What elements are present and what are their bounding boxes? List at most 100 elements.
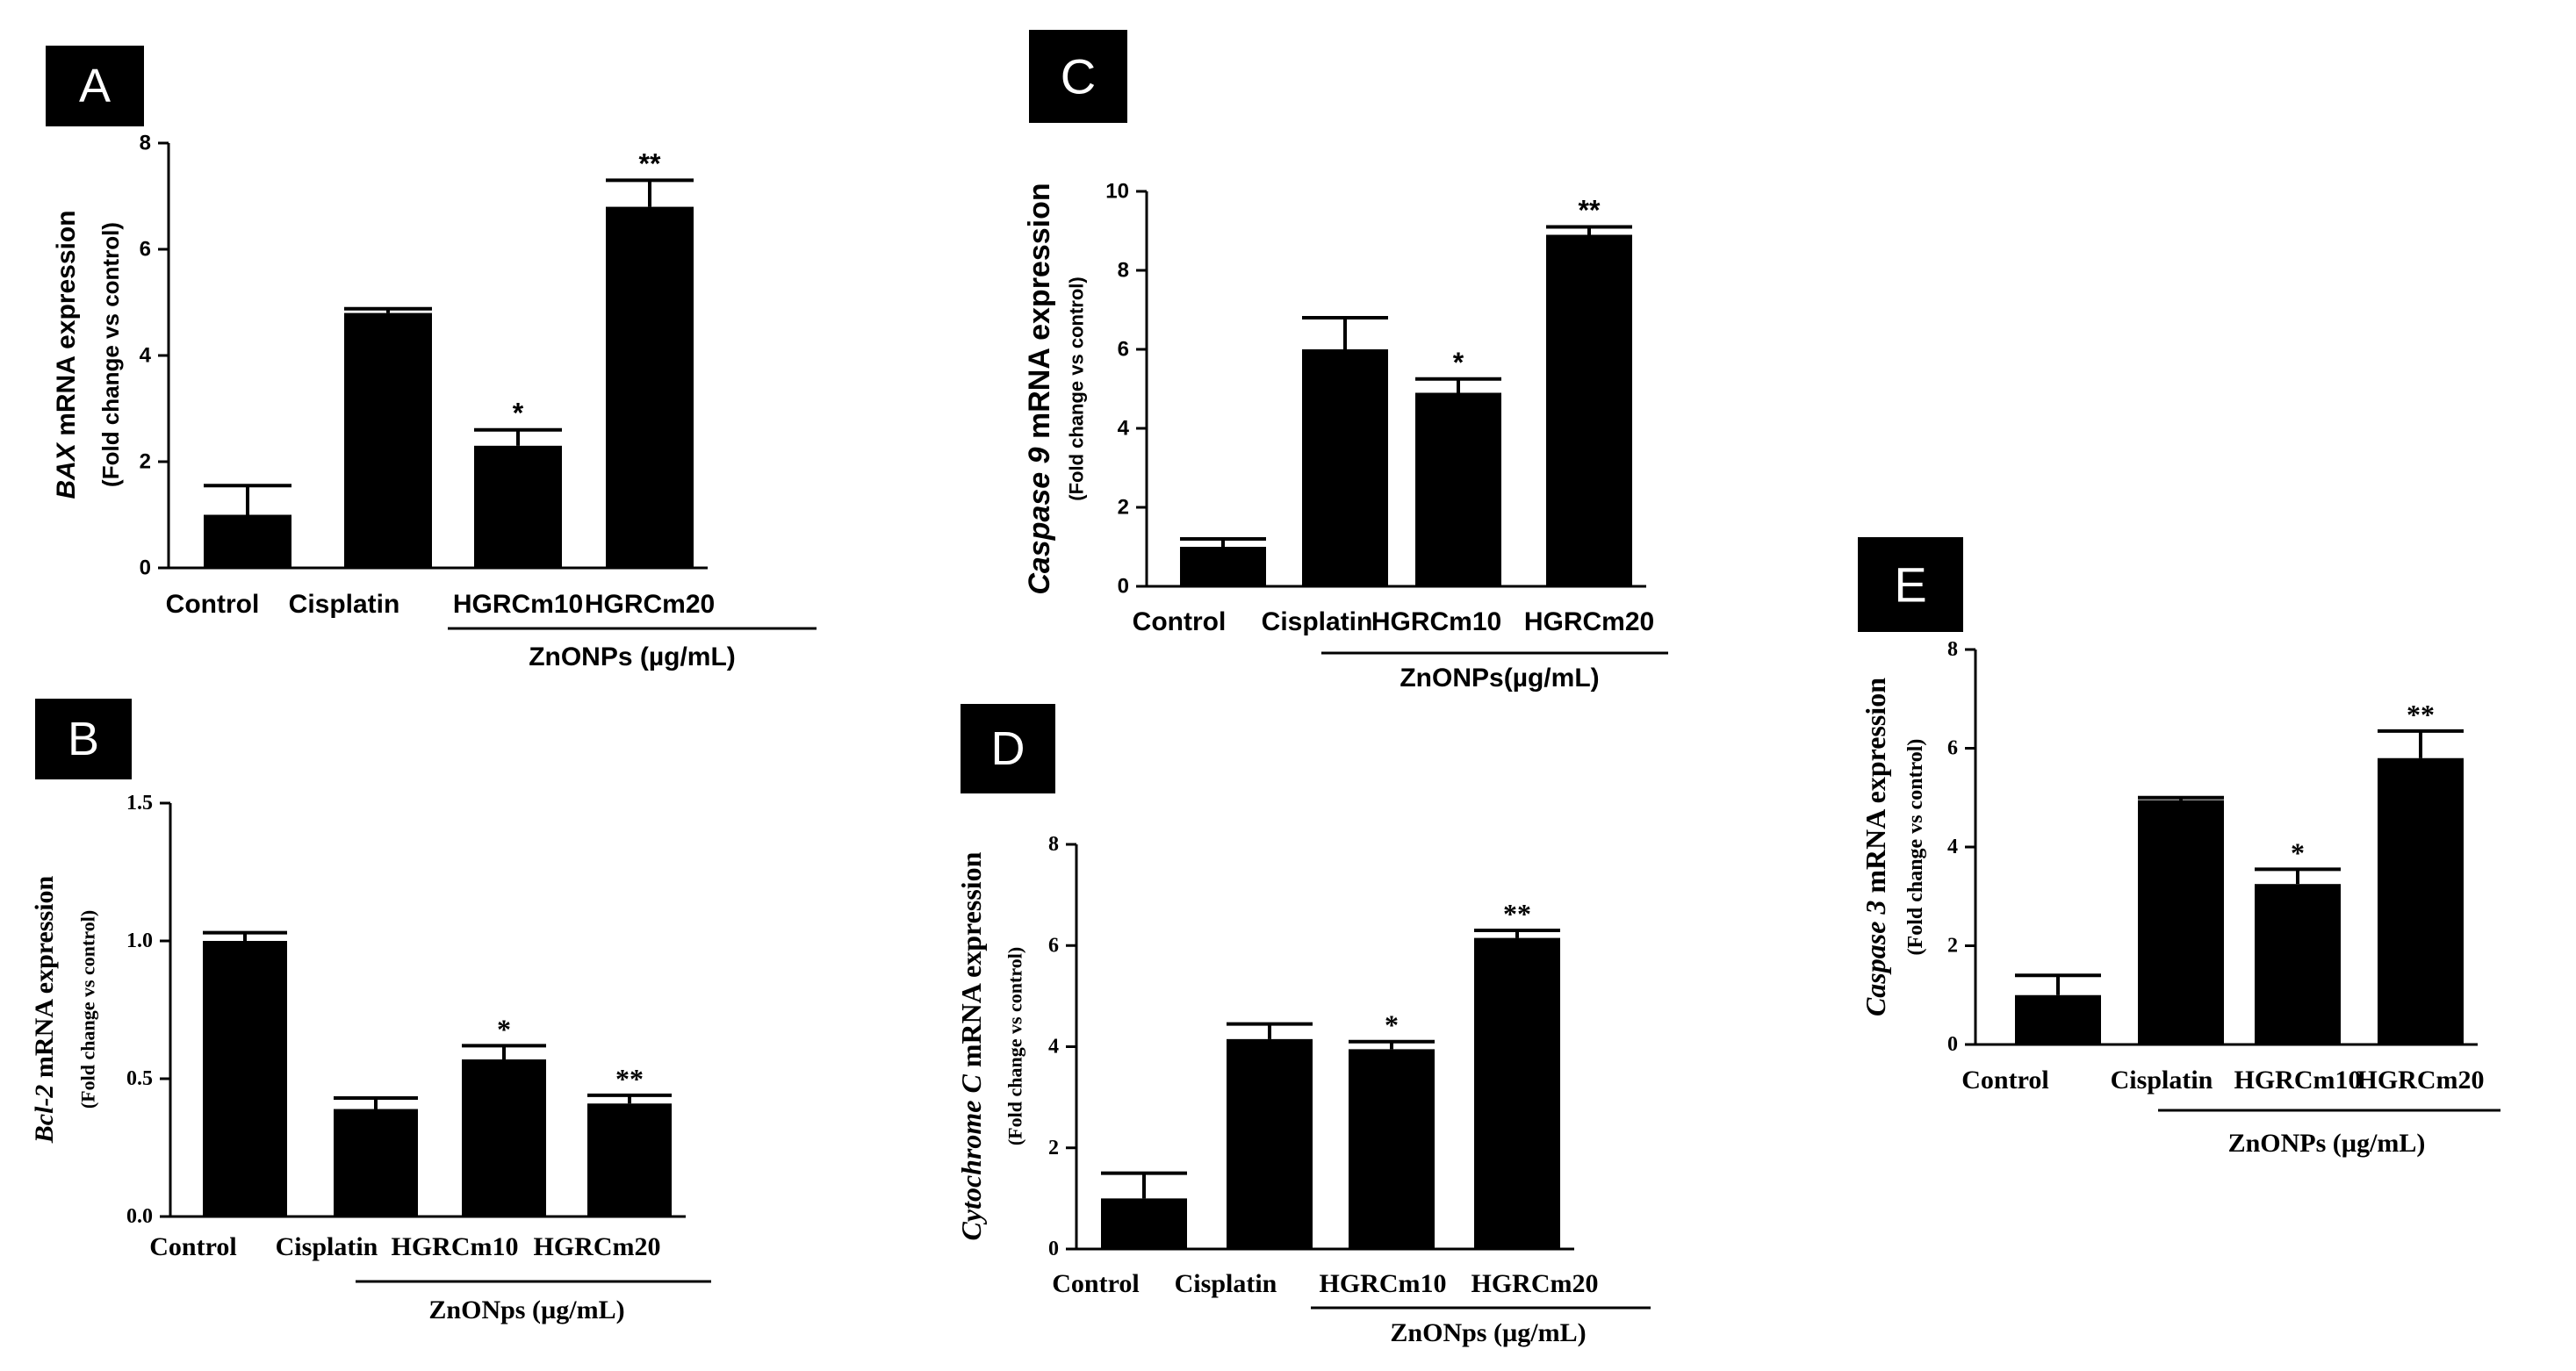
y-axis-label-e: Caspase 3 mRNA expression (1860, 678, 1891, 1016)
bar-b-0 (203, 941, 287, 1217)
y-axis-label-d: Cytochrome C mRNA expression (955, 851, 987, 1240)
panel-label-c: C (1061, 49, 1096, 104)
y-tick-label-c-4: 8 (1118, 259, 1129, 283)
category-label-d-1: Cisplatin (1175, 1269, 1277, 1298)
y-axis-label-text-d: mRNA expression (955, 851, 987, 1074)
y-axis-label-text-e: mRNA expression (1860, 678, 1891, 901)
panel-label-a: A (79, 60, 111, 112)
significance-d-3: ** (1503, 898, 1531, 930)
y-tick-label-e-0: 0 (1947, 1033, 1958, 1056)
y-axis-sublabel-e: (Fold change vs control) (1904, 739, 1927, 956)
category-label-c-1: Cisplatin (1262, 607, 1373, 636)
bar-e-2 (2255, 884, 2341, 1044)
y-tick-label-a-0: 0 (140, 556, 151, 580)
panel-label-b: B (68, 713, 99, 765)
category-label-b-2: HGRCm10 (392, 1232, 519, 1261)
significance-c-2: * (1453, 347, 1464, 378)
category-label-b-0: Control (149, 1232, 236, 1261)
category-label-e-2: HGRCm10 (2234, 1066, 2362, 1095)
panel-label-box-a (46, 46, 144, 126)
y-tick-label-e-1: 2 (1947, 935, 1958, 958)
y-tick-label-b-1: 0.5 (126, 1067, 153, 1090)
y-axis-label-gene-d: Cytochrome C (955, 1074, 987, 1241)
category-label-a-0: Control (166, 590, 260, 619)
category-label-a-1: Cisplatin (289, 590, 400, 619)
y-axis-label-gene-c: Caspase 9 (1023, 447, 1056, 594)
panel-b: B 0.0 0.5 1.0 1.5 Bcl-2 mRNA expression (Fold … (30, 699, 711, 1324)
panel-d: D 0 2 4 6 8 Cytochrome C mRNA expression (Fold … (955, 704, 1651, 1347)
significance-a-3: ** (639, 147, 661, 179)
y-axis-sublabel-c: (Fold change vs control) (1066, 276, 1088, 500)
y-axis-sublabel-a: (Fold change vs control) (97, 222, 124, 487)
panel-a: A 0 2 4 6 8 BAX mRNA expression (Fold change vs… (46, 46, 817, 671)
bar-d-1 (1227, 1038, 1313, 1249)
significance-e-2: * (2291, 836, 2305, 868)
y-tick-label-d-1: 2 (1048, 1137, 1059, 1159)
y-tick-label-a-1: 2 (140, 450, 151, 474)
category-label-a-3: HGRCm20 (585, 590, 715, 619)
category-label-c-3: HGRCm20 (1524, 607, 1654, 636)
y-tick-label-a-4: 8 (140, 132, 151, 155)
panel-label-box-e (1858, 537, 1963, 632)
category-label-d-3: HGRCm20 (1471, 1269, 1599, 1298)
category-label-e-3: HGRCm20 (2357, 1066, 2485, 1095)
panel-label-box-d (961, 704, 1055, 793)
y-tick-label-c-3: 6 (1118, 338, 1129, 362)
y-tick-label-e-4: 8 (1947, 638, 1958, 661)
y-axis-label-text-c: mRNA expression (1023, 183, 1056, 447)
bar-a-0 (204, 514, 291, 568)
category-label-d-0: Control (1052, 1269, 1139, 1298)
significance-a-2: * (513, 398, 524, 429)
y-tick-label-d-3: 6 (1048, 934, 1059, 957)
bar-a-1 (344, 312, 432, 568)
y-axis-label-b: Bcl-2 mRNA expression (30, 875, 59, 1144)
significance-b-3: ** (615, 1063, 644, 1095)
group-label-a: ZnONPs (µg/mL) (529, 642, 736, 671)
y-axis-sublabel-b: (Fold change vs control) (77, 910, 99, 1109)
significance-e-3: ** (2407, 699, 2435, 730)
bar-e-3 (2378, 757, 2464, 1044)
bar-c-0 (1180, 547, 1266, 586)
category-label-e-1: Cisplatin (2111, 1066, 2213, 1095)
panel-e: E 0 2 4 6 8 Caspase 3 mRNA expression (Fold cha… (1858, 537, 2500, 1158)
y-tick-label-a-2: 4 (140, 344, 152, 368)
y-tick-label-d-0: 0 (1048, 1238, 1059, 1260)
panel-label-box-c (1029, 30, 1127, 123)
y-tick-label-b-0: 0.0 (126, 1205, 153, 1228)
bar-c-2 (1415, 392, 1501, 586)
significance-d-2: * (1385, 1009, 1399, 1041)
category-label-d-2: HGRCm10 (1320, 1269, 1447, 1298)
y-axis-label-text-b: mRNA expression (30, 875, 59, 1084)
y-axis-sublabel-d: (Fold change vs control) (1004, 947, 1026, 1145)
category-label-a-2: HGRCm10 (453, 590, 583, 619)
bar-e-1 (2138, 800, 2224, 1044)
y-tick-label-c-0: 0 (1118, 575, 1129, 599)
bar-d-3 (1474, 937, 1560, 1249)
y-axis-label-a: BAX mRNA expression (52, 211, 81, 499)
group-label-c: ZnONPs(µg/mL) (1400, 664, 1599, 693)
y-axis-label-gene-e: Caspase 3 (1860, 901, 1891, 1016)
category-label-e-0: Control (1961, 1066, 2048, 1095)
bar-b-3 (587, 1103, 672, 1217)
y-axis-label-c: Caspase 9 mRNA expression (1023, 183, 1056, 594)
y-tick-label-d-2: 4 (1048, 1036, 1059, 1059)
category-label-c-2: HGRCm10 (1371, 607, 1501, 636)
y-tick-label-b-2: 1.0 (126, 930, 153, 952)
significance-b-2: * (497, 1013, 511, 1044)
significance-c-3: ** (1579, 195, 1601, 226)
category-label-b-3: HGRCm20 (534, 1232, 661, 1261)
bar-c-3 (1546, 234, 1632, 586)
category-label-c-0: Control (1133, 607, 1227, 636)
group-label-e: ZnONPs (µg/mL) (2228, 1129, 2426, 1158)
bar-d-2 (1349, 1049, 1435, 1249)
bar-a-3 (606, 206, 694, 568)
bar-b-2 (462, 1059, 546, 1217)
bar-e-0 (2015, 994, 2101, 1044)
y-tick-label-c-5: 10 (1105, 180, 1129, 204)
bar-c-1 (1302, 349, 1388, 586)
y-tick-label-a-3: 6 (140, 238, 151, 262)
y-tick-label-c-1: 2 (1118, 496, 1129, 520)
y-axis-label-gene-a: BAX (52, 441, 81, 499)
panel-label-d: D (991, 722, 1025, 775)
